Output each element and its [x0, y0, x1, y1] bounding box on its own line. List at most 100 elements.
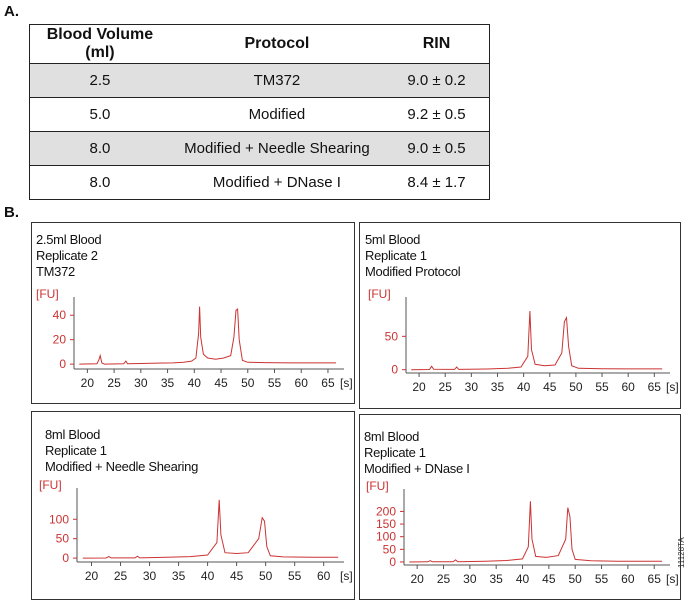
caption-line: Replicate 1 [365, 248, 427, 263]
electropherogram-panel-2: 5ml Blood Replicate 1 Modified Protocol … [359, 222, 681, 409]
y-tick-label: 0 [391, 363, 398, 377]
x-tick-label: 30 [134, 376, 148, 390]
x-tick-label: 55 [288, 569, 302, 583]
table-row: 5.0 Modified 9.2 ± 0.5 [29, 97, 490, 132]
x-tick-label: 50 [241, 376, 255, 390]
electropherogram-panel-4: 8ml Blood Replicate 1 Modified + DNase I… [359, 414, 681, 600]
x-axis-label: [s] [340, 376, 353, 390]
x-tick-label: 65 [648, 380, 662, 394]
y-axis-label: [FU] [366, 479, 389, 493]
panel-caption: 8ml Blood Replicate 1 Modified + Needle … [45, 427, 198, 475]
cell-blood-volume: 8.0 [29, 131, 170, 166]
cell-rin: 9.0 ± 0.2 [383, 63, 490, 98]
electropherogram-chart-3: [FU] 0 50 100 20 25 30 35 40 45 50 55 60 [s] [39, 478, 353, 583]
caption-line: Modified Protocol [365, 264, 461, 279]
caption-line: 8ml Blood [45, 427, 101, 442]
x-tick-label: 30 [463, 572, 477, 586]
caption-line: 8ml Blood [364, 429, 420, 444]
y-tick-label: 100 [376, 530, 396, 544]
panel-caption: 8ml Blood Replicate 1 Modified + DNase I [364, 429, 470, 477]
x-tick-label: 45 [214, 376, 228, 390]
y-tick-label: 0 [62, 551, 69, 565]
y-tick-label: 40 [53, 308, 67, 322]
y-axis-label: [FU] [36, 287, 59, 301]
x-tick-label: 55 [595, 380, 609, 394]
caption-line: Replicate 1 [364, 445, 426, 460]
x-tick-label: 45 [230, 569, 244, 583]
cell-protocol: Modified [169, 97, 384, 132]
x-tick-label: 20 [410, 572, 424, 586]
x-tick-label: 65 [321, 376, 335, 390]
cell-protocol: Modified + DNase I [169, 165, 384, 200]
x-tick-label: 55 [595, 572, 609, 586]
caption-line: 5ml Blood [365, 232, 421, 247]
cell-rin: 9.0 ± 0.5 [383, 131, 490, 166]
y-axis-label: [FU] [368, 287, 391, 301]
y-tick-label: 0 [389, 555, 396, 569]
cell-blood-volume: 2.5 [29, 63, 170, 98]
x-tick-label: 45 [543, 380, 557, 394]
y-tick-label: 200 [376, 504, 396, 518]
x-tick-label: 60 [295, 376, 309, 390]
cell-rin: 8.4 ± 1.7 [383, 165, 490, 200]
electropherogram-chart-1: [FU] 0 20 40 20 25 30 35 40 45 50 55 60 65 [s] [36, 287, 353, 390]
x-tick-label: 50 [569, 380, 583, 394]
x-tick-label: 35 [161, 376, 175, 390]
caption-line: Replicate 2 [36, 248, 98, 263]
x-tick-label: 55 [268, 376, 282, 390]
x-tick-label: 60 [621, 572, 635, 586]
signal-trace-line [409, 501, 663, 563]
y-tick-label: 50 [383, 542, 397, 556]
caption-line: Replicate 1 [45, 443, 107, 458]
section-label-b: B. [4, 204, 19, 221]
x-tick-label: 50 [259, 569, 273, 583]
y-tick-label: 150 [376, 517, 396, 531]
x-tick-label: 30 [465, 380, 479, 394]
table-header-row: Blood Volume (ml) Protocol RIN [30, 25, 490, 64]
x-tick-label: 65 [648, 572, 662, 586]
x-tick-label: 25 [437, 572, 451, 586]
table-row: 8.0 Modified + DNase I 8.4 ± 1.7 [29, 165, 490, 200]
x-tick-label: 30 [143, 569, 157, 583]
signal-trace-line [411, 310, 663, 371]
table-row: 8.0 Modified + Needle Shearing 9.0 ± 0.5 [29, 131, 490, 166]
section-label-a: A. [4, 3, 19, 20]
x-tick-label: 25 [107, 376, 121, 390]
x-tick-label: 20 [85, 569, 99, 583]
x-axis-label: [s] [666, 572, 679, 586]
x-axis-label: [s] [340, 569, 353, 583]
x-tick-label: 40 [201, 569, 215, 583]
x-tick-label: 40 [517, 380, 531, 394]
x-tick-label: 40 [188, 376, 202, 390]
y-tick-label: 50 [385, 329, 399, 343]
x-tick-label: 35 [489, 572, 503, 586]
y-axis-label: [FU] [39, 478, 62, 492]
cell-blood-volume: 5.0 [29, 97, 170, 132]
panel-caption: 5ml Blood Replicate 1 Modified Protocol [365, 232, 461, 280]
signal-trace-line [79, 306, 336, 365]
caption-line: 2.5ml Blood [36, 232, 102, 247]
electropherogram-panel-3: 8ml Blood Replicate 1 Modified + Needle … [31, 411, 355, 600]
signal-trace-line [82, 499, 339, 559]
x-tick-label: 40 [516, 572, 530, 586]
cell-protocol: TM372 [169, 63, 384, 98]
y-tick-label: 100 [49, 512, 69, 526]
y-tick-label: 20 [53, 333, 67, 347]
caption-line: TM372 [36, 264, 75, 279]
table-row: 2.5 TM372 9.0 ± 0.2 [29, 63, 490, 98]
x-tick-label: 45 [542, 572, 556, 586]
x-tick-label: 20 [81, 376, 95, 390]
electropherogram-chart-2: [FU] 0 50 20 25 30 35 40 45 50 55 60 65 [s] [368, 287, 679, 394]
x-tick-label: 60 [621, 380, 635, 394]
header-rin: RIN [422, 35, 451, 52]
caption-line: Modified + DNase I [364, 461, 470, 476]
x-tick-label: 25 [114, 569, 128, 583]
cell-blood-volume: 8.0 [29, 165, 170, 200]
cell-rin: 9.2 ± 0.5 [383, 97, 490, 132]
header-protocol: Protocol [244, 35, 310, 52]
x-tick-label: 35 [491, 380, 505, 394]
x-tick-label: 20 [412, 380, 426, 394]
x-tick-label: 50 [569, 572, 583, 586]
panel-caption: 2.5ml Blood Replicate 2 TM372 [36, 232, 102, 280]
